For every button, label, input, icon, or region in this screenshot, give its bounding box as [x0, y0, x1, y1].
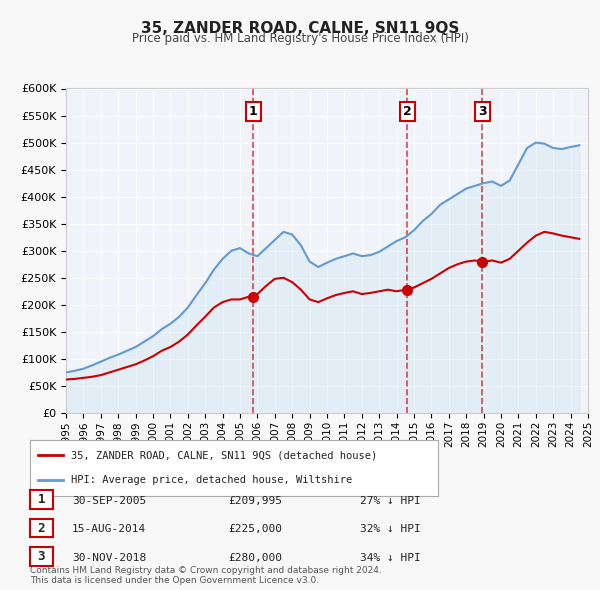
Text: 30-SEP-2005: 30-SEP-2005 — [72, 496, 146, 506]
Text: 2: 2 — [403, 104, 412, 118]
Text: £209,995: £209,995 — [228, 496, 282, 506]
Text: Contains HM Land Registry data © Crown copyright and database right 2024.
This d: Contains HM Land Registry data © Crown c… — [30, 566, 382, 585]
Text: 32% ↓ HPI: 32% ↓ HPI — [360, 525, 421, 534]
Text: 15-AUG-2014: 15-AUG-2014 — [72, 525, 146, 534]
Text: 1: 1 — [38, 493, 45, 506]
Text: Price paid vs. HM Land Registry's House Price Index (HPI): Price paid vs. HM Land Registry's House … — [131, 32, 469, 45]
Text: £225,000: £225,000 — [228, 525, 282, 534]
Text: 30-NOV-2018: 30-NOV-2018 — [72, 553, 146, 562]
Text: HPI: Average price, detached house, Wiltshire: HPI: Average price, detached house, Wilt… — [71, 475, 352, 485]
Text: 3: 3 — [38, 550, 45, 563]
Text: £280,000: £280,000 — [228, 553, 282, 562]
Text: 1: 1 — [248, 104, 257, 118]
Text: 34% ↓ HPI: 34% ↓ HPI — [360, 553, 421, 562]
Text: 27% ↓ HPI: 27% ↓ HPI — [360, 496, 421, 506]
Text: 3: 3 — [478, 104, 487, 118]
Text: 2: 2 — [38, 522, 45, 535]
Text: 35, ZANDER ROAD, CALNE, SN11 9QS: 35, ZANDER ROAD, CALNE, SN11 9QS — [141, 21, 459, 35]
Text: 35, ZANDER ROAD, CALNE, SN11 9QS (detached house): 35, ZANDER ROAD, CALNE, SN11 9QS (detach… — [71, 450, 377, 460]
